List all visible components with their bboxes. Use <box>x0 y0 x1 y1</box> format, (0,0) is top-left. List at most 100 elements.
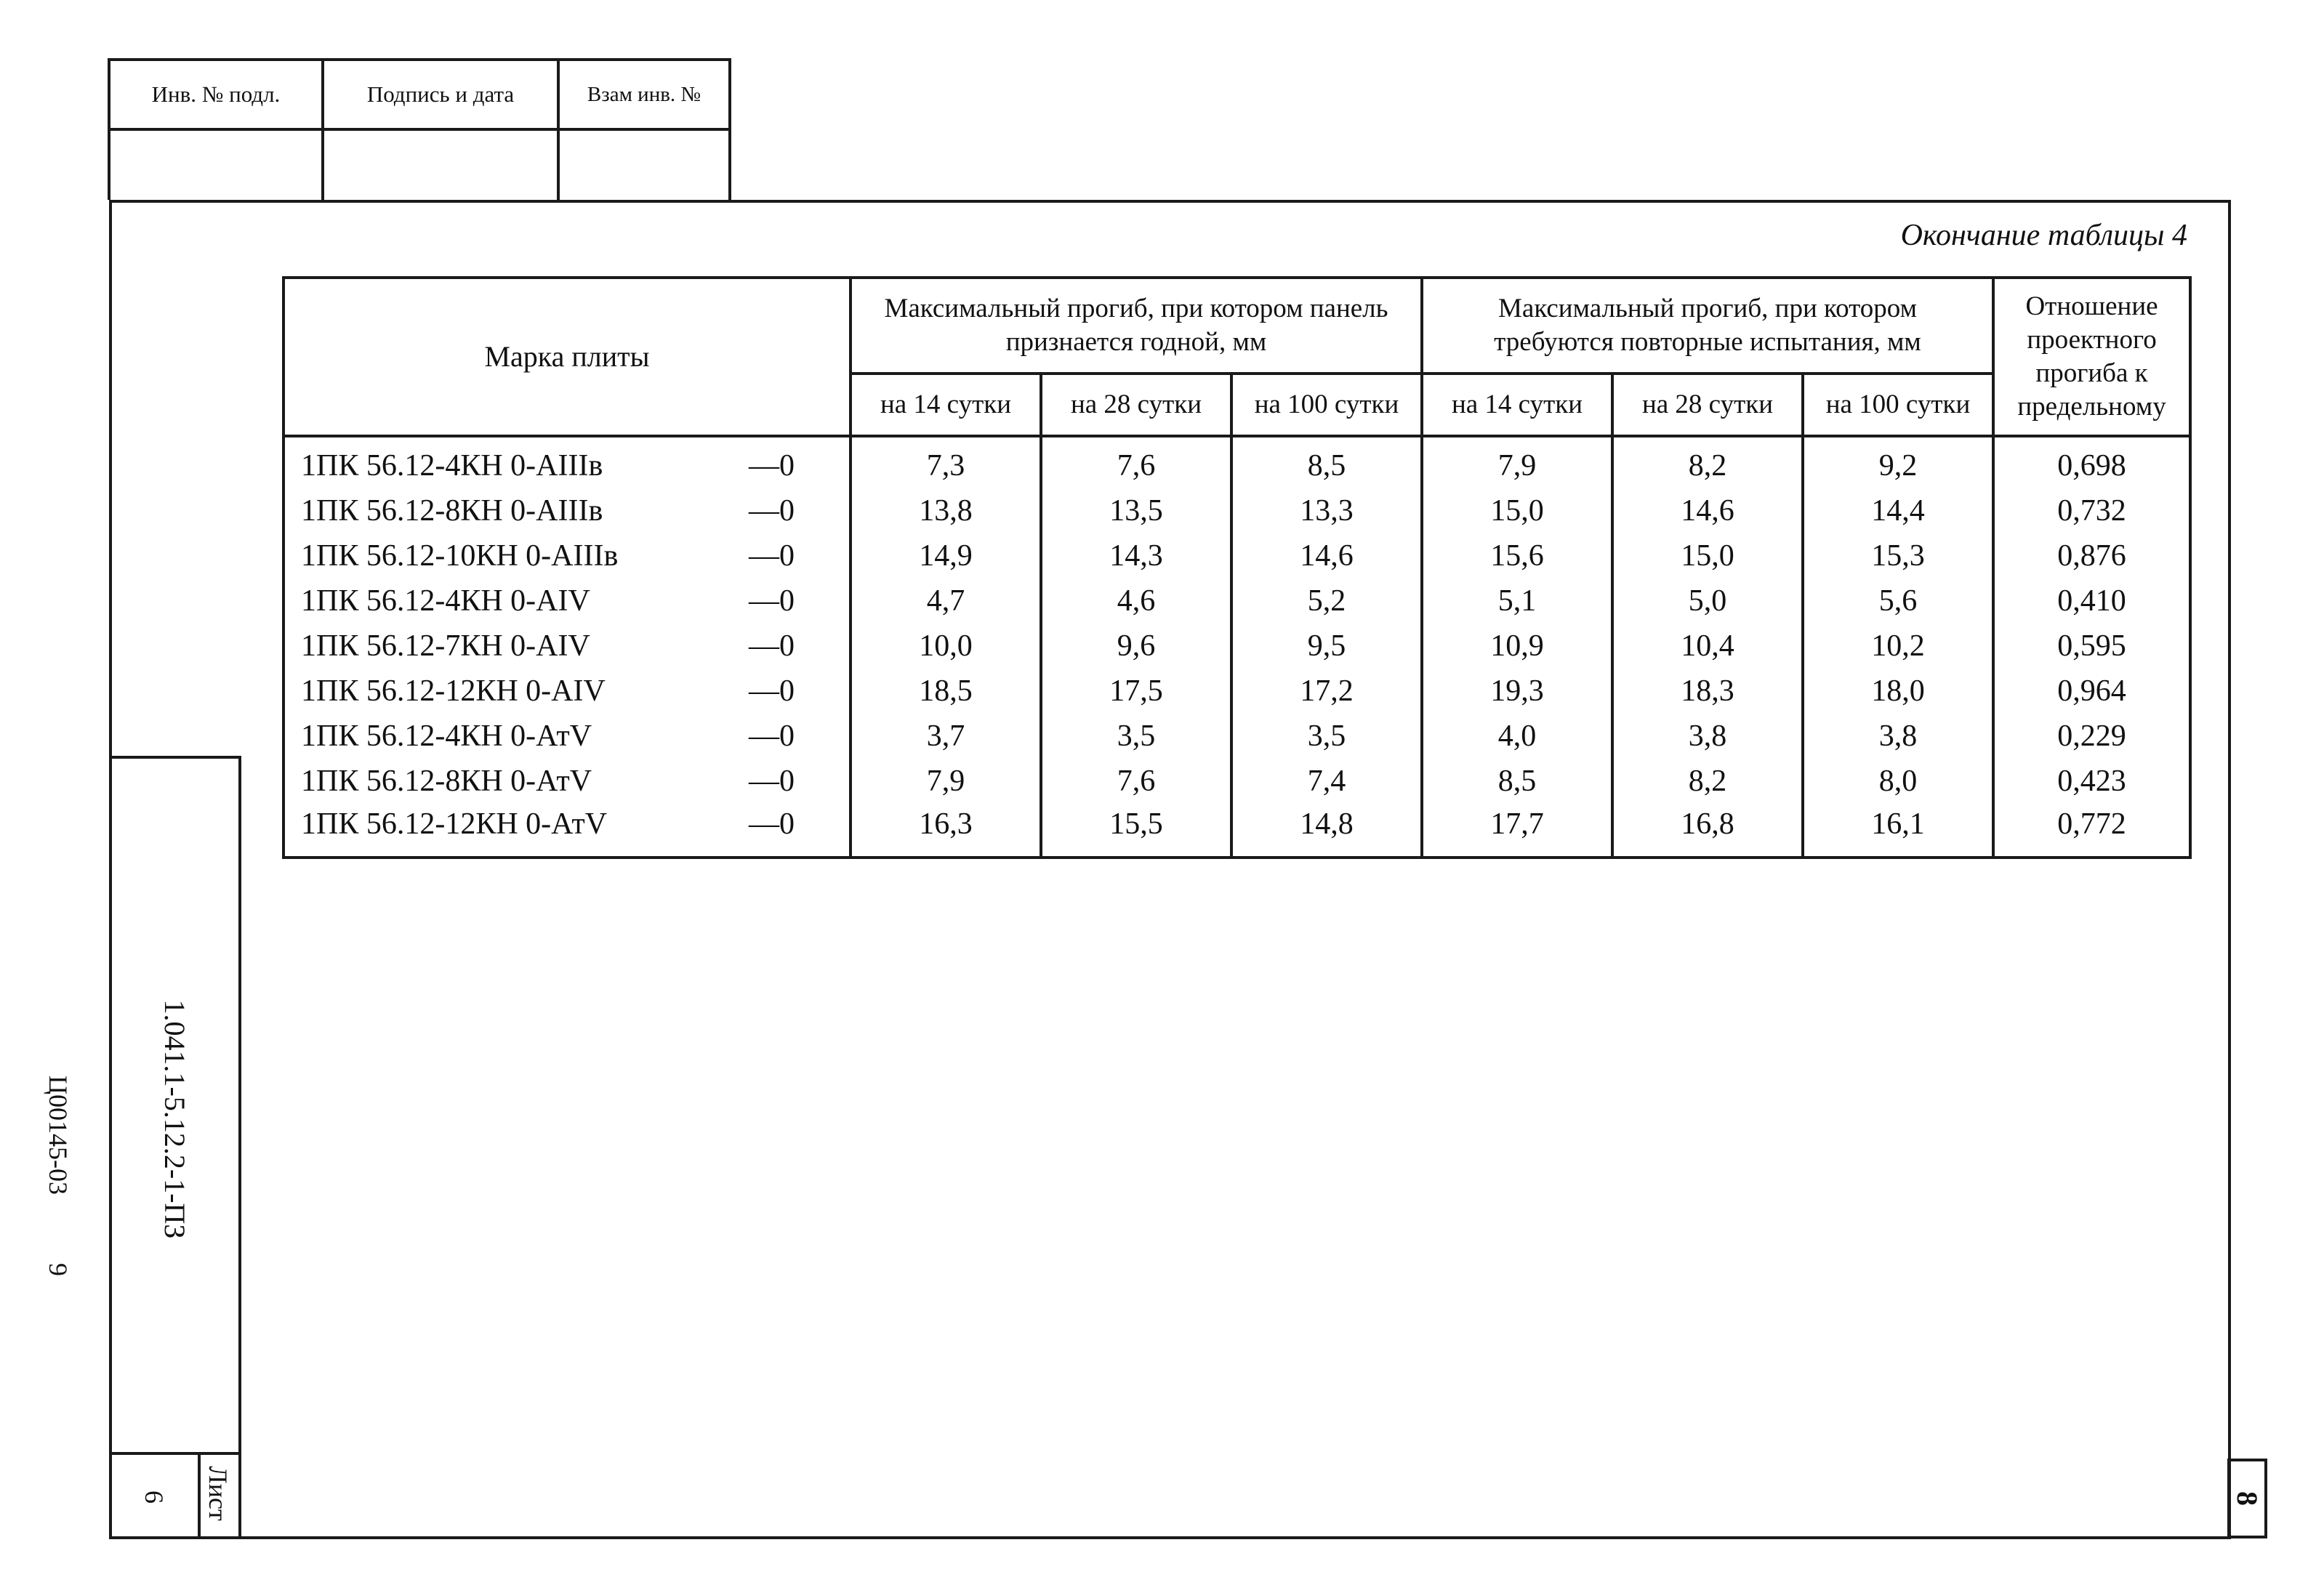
table-row: 1ПК 56.12-4КН 0-AIIIв —0 7,3 7,6 8,5 7,9 8,2 9,… <box>282 436 2192 488</box>
table-row: 1ПК 56.12-12КН 0-AIV —0 18,5 17,5 17,2 19,3 18… <box>282 669 2192 714</box>
cell-day28-acceptable: 4,6 <box>1040 578 1233 624</box>
cell-day14-retest: 5,1 <box>1420 578 1614 624</box>
cell-ratio: 0,229 <box>1992 714 2192 759</box>
cell-day28-acceptable: 14,3 <box>1040 533 1233 578</box>
cell-day28-acceptable: 13,5 <box>1040 488 1233 533</box>
subheader-day28-retest: на 28 сутки <box>1611 372 1804 437</box>
header-ratio: Отношение проектного прогиба к предельно… <box>1992 276 2192 437</box>
cell-day28-retest: 3,8 <box>1611 714 1804 759</box>
cell-day14-acceptable: 3,7 <box>849 714 1042 759</box>
cell-day14-retest: 19,3 <box>1420 669 1614 714</box>
cell-brand-suffix: —0 <box>749 488 852 533</box>
cell-ratio: 0,964 <box>1992 669 2192 714</box>
cell-brand-suffix: —0 <box>749 714 852 759</box>
stamp-header-signature-date: Подпись и дата <box>366 81 515 107</box>
cell-day14-acceptable: 7,3 <box>849 436 1042 488</box>
cell-day100-acceptable: 13,3 <box>1230 488 1423 533</box>
subheader-day100-retest: на 100 сутки <box>1801 372 1995 437</box>
subheader-day14-retest: на 14 сутки <box>1420 372 1614 437</box>
cell-day14-acceptable: 16,3 <box>849 804 1042 859</box>
table-row: 1ПК 56.12-4КН 0-AIV —0 4,7 4,6 5,2 5,1 5,0 5,6 0… <box>282 578 2192 624</box>
cell-day100-retest: 5,6 <box>1801 578 1995 624</box>
table-row: 1ПК 56.12-12КН 0-АтV —0 16,3 15,5 14,8 17,7 16… <box>282 804 2192 859</box>
cell-day28-acceptable: 7,6 <box>1040 436 1233 488</box>
subheader-day100-acceptable: на 100 сутки <box>1230 372 1423 437</box>
cell-brand-suffix: —0 <box>749 436 852 488</box>
cell-ratio: 0,410 <box>1992 578 2192 624</box>
cell-brand: 1ПК 56.12-10КН 0-AIIIв <box>282 533 749 578</box>
cell-brand: 1ПК 56.12-8КН 0-АтV <box>282 759 749 804</box>
cell-ratio: 0,876 <box>1992 533 2192 578</box>
cell-day100-retest: 9,2 <box>1801 436 1995 488</box>
cell-day14-retest: 10,9 <box>1420 624 1614 669</box>
page-number: 8 <box>2231 1491 2264 1506</box>
cell-day28-retest: 15,0 <box>1611 533 1804 578</box>
subheader-day28-acceptable: на 28 сутки <box>1040 372 1233 437</box>
cell-brand-suffix: —0 <box>749 759 852 804</box>
header-group-acceptable: Максимальный прогиб, при котором панель … <box>849 276 1423 375</box>
cell-day100-retest: 10,2 <box>1801 624 1995 669</box>
document-code: 1.041.1-5.12.2-1-ПЗ <box>158 999 191 1239</box>
cell-day28-retest: 8,2 <box>1611 759 1804 804</box>
cell-day100-acceptable: 8,5 <box>1230 436 1423 488</box>
cell-day100-retest: 14,4 <box>1801 488 1995 533</box>
cell-ratio: 0,732 <box>1992 488 2192 533</box>
cell-day28-acceptable: 7,6 <box>1040 759 1233 804</box>
cell-day14-retest: 4,0 <box>1420 714 1614 759</box>
archive-code: Ц00145-03 <box>44 1076 73 1195</box>
cell-day14-acceptable: 14,9 <box>849 533 1042 578</box>
cell-brand-suffix: —0 <box>749 533 852 578</box>
table-row: 1ПК 56.12-10КН 0-AIIIв —0 14,9 14,3 14,6 15,6… <box>282 533 2192 578</box>
cell-day100-acceptable: 9,5 <box>1230 624 1423 669</box>
cell-day14-retest: 15,0 <box>1420 488 1614 533</box>
cell-day14-acceptable: 18,5 <box>849 669 1042 714</box>
cell-day14-retest: 15,6 <box>1420 533 1614 578</box>
cell-day28-acceptable: 15,5 <box>1040 804 1233 859</box>
cell-day28-acceptable: 3,5 <box>1040 714 1233 759</box>
cell-brand: 1ПК 56.12-7КН 0-AIV <box>282 624 749 669</box>
cell-day100-acceptable: 14,6 <box>1230 533 1423 578</box>
cell-day100-acceptable: 14,8 <box>1230 804 1423 859</box>
cell-ratio: 0,698 <box>1992 436 2192 488</box>
cell-day100-retest: 16,1 <box>1801 804 1995 859</box>
cell-day28-retest: 14,6 <box>1611 488 1804 533</box>
cell-day100-retest: 18,0 <box>1801 669 1995 714</box>
cell-brand: 1ПК 56.12-12КН 0-АтV <box>282 804 749 859</box>
cell-day100-retest: 8,0 <box>1801 759 1995 804</box>
cell-day28-retest: 8,2 <box>1611 436 1804 488</box>
cell-day100-retest: 3,8 <box>1801 714 1995 759</box>
table-row: 1ПК 56.12-8КН 0-АтV —0 7,9 7,6 7,4 8,5 8,2 8,0 0… <box>282 759 2192 804</box>
cell-day28-retest: 16,8 <box>1611 804 1804 859</box>
cell-day14-retest: 8,5 <box>1420 759 1614 804</box>
page-number-box: 8 <box>2227 1459 2267 1538</box>
cell-day28-retest: 10,4 <box>1611 624 1804 669</box>
cell-brand: 1ПК 56.12-4КН 0-AIIIв <box>282 436 749 488</box>
deflection-table: Марка плиты Максимальный прогиб, при кот… <box>282 276 2192 859</box>
table-row: 1ПК 56.12-7КН 0-AIV —0 10,0 9,6 9,5 10,9 10,4 1… <box>282 624 2192 669</box>
stamp-value-signature-date <box>324 131 557 200</box>
archive-sheet-number: 9 <box>44 1263 73 1276</box>
cell-day14-acceptable: 4,7 <box>849 578 1042 624</box>
cell-day28-acceptable: 17,5 <box>1040 669 1233 714</box>
cell-brand: 1ПК 56.12-4КН 0-АтV <box>282 714 749 759</box>
cell-day28-retest: 5,0 <box>1611 578 1804 624</box>
table-row: 1ПК 56.12-8КН 0-AIIIв —0 13,8 13,5 13,3 15,0 1… <box>282 488 2192 533</box>
cell-day100-acceptable: 17,2 <box>1230 669 1423 714</box>
cell-day14-acceptable: 13,8 <box>849 488 1042 533</box>
header-brand: Марка плиты <box>282 276 852 437</box>
table-caption: Окончание таблицы 4 <box>1900 219 2187 252</box>
cell-brand: 1ПК 56.12-4КН 0-AIV <box>282 578 749 624</box>
cell-day100-retest: 15,3 <box>1801 533 1995 578</box>
sheet-frame <box>109 200 2231 1539</box>
stamp-header-inv-original: Инв. № подл. <box>151 81 281 107</box>
cell-day14-acceptable: 10,0 <box>849 624 1042 669</box>
cell-day28-acceptable: 9,6 <box>1040 624 1233 669</box>
stamp-header-replacement-inv: Взам инв. № <box>587 82 701 106</box>
cell-brand-suffix: —0 <box>749 578 852 624</box>
table-row: 1ПК 56.12-4КН 0-АтV —0 3,7 3,5 3,5 4,0 3,8 3,8 0… <box>282 714 2192 759</box>
sheet-number: 6 <box>140 1491 169 1504</box>
cell-brand: 1ПК 56.12-12КН 0-AIV <box>282 669 749 714</box>
cell-day100-acceptable: 7,4 <box>1230 759 1423 804</box>
subheader-day14-acceptable: на 14 сутки <box>849 372 1042 437</box>
cell-brand-suffix: —0 <box>749 804 852 859</box>
